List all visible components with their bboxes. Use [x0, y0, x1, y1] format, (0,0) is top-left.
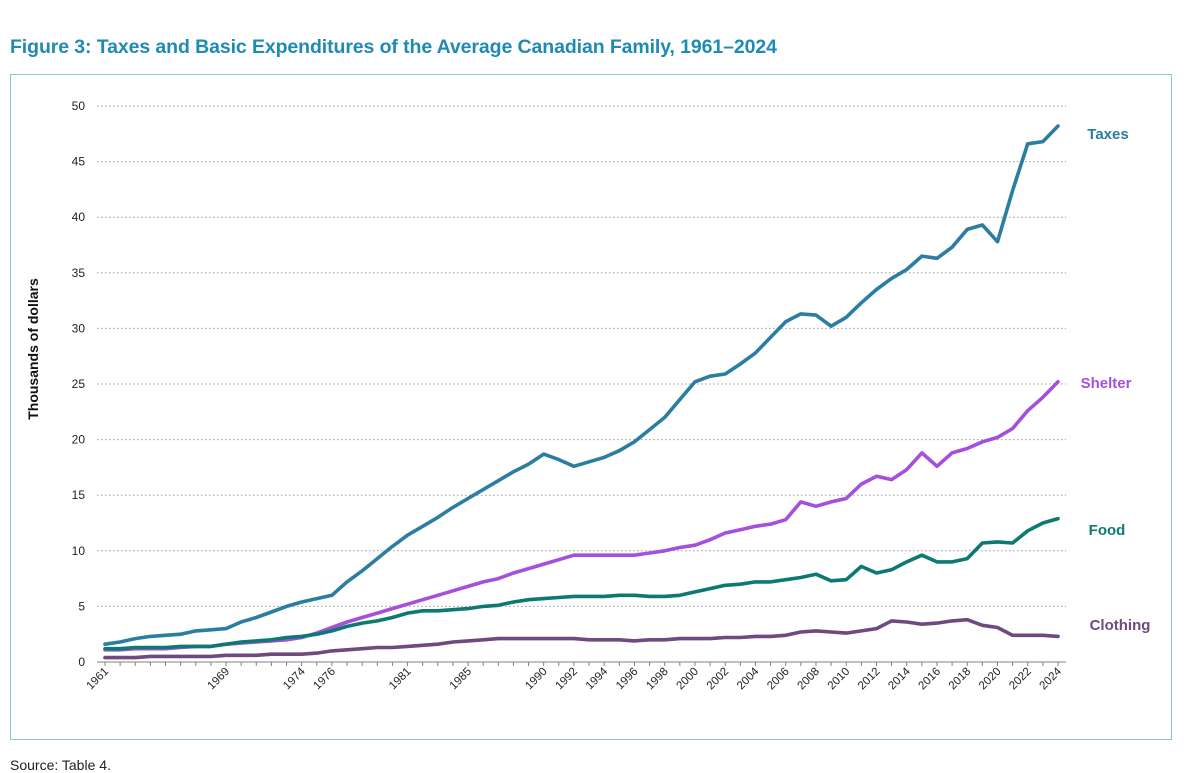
- source-note: Source: Table 4.: [10, 757, 111, 773]
- series-label-food: Food: [1089, 522, 1126, 539]
- chart-frame: [10, 74, 1172, 740]
- figure-title: Figure 3: Taxes and Basic Expenditures o…: [10, 36, 777, 58]
- y-tick-label: 45: [72, 155, 86, 169]
- series-line-food: [103, 516, 1060, 651]
- y-tick-label: 40: [72, 210, 86, 224]
- x-tick-label: 1981: [387, 666, 414, 693]
- y-tick-label: 20: [72, 433, 86, 447]
- x-tick-label: 1994: [584, 665, 611, 692]
- x-tick-label: 1969: [206, 666, 233, 693]
- series-label-shelter: Shelter: [1081, 375, 1132, 392]
- y-axis-label: Thousands of dollars: [25, 278, 41, 420]
- y-tick-label: 15: [72, 488, 86, 502]
- x-tick-label: 2010: [826, 666, 853, 693]
- series-line-shelter: [103, 379, 1060, 652]
- x-tick-label: 2008: [796, 666, 823, 693]
- x-tick-label: 1990: [523, 666, 550, 693]
- x-tick-label: 2022: [1007, 666, 1034, 693]
- x-tick-label: 1961: [85, 666, 112, 693]
- x-tick-label: 2024: [1038, 665, 1065, 692]
- y-axis-ticks: 0 5 10 15 20 25 30 35 40 45 50: [72, 99, 86, 669]
- y-tick-label: 10: [72, 544, 86, 558]
- series-lines: [103, 124, 1060, 660]
- series-line-taxes: [103, 124, 1060, 647]
- series-labels: Taxes Shelter Food Clothing: [1081, 126, 1151, 634]
- y-tick-label: 25: [72, 377, 86, 391]
- x-tick-label: 2018: [947, 666, 974, 693]
- x-tick-label: 1974: [281, 665, 308, 692]
- gridlines: [97, 105, 1066, 607]
- x-tick-label: 2016: [917, 666, 944, 693]
- series-line-clothing: [103, 617, 1060, 660]
- x-tick-label: 1998: [644, 666, 671, 693]
- series-label-taxes: Taxes: [1087, 126, 1128, 143]
- x-tick-label: 2012: [856, 666, 883, 693]
- y-tick-label: 50: [72, 99, 86, 113]
- x-axis: 1961 1969 1974 1976 1981 1985 1990 1992 1994 1996…: [85, 661, 1066, 693]
- x-tick-label: 1985: [448, 666, 475, 693]
- series-label-clothing: Clothing: [1090, 617, 1151, 634]
- y-tick-label: 5: [78, 599, 85, 613]
- y-tick-label: 30: [72, 321, 86, 335]
- x-tick-label: 2006: [765, 666, 792, 693]
- x-tick-label: 1976: [311, 666, 338, 693]
- x-tick-label: 2020: [977, 666, 1004, 693]
- x-tick-label: 1992: [553, 666, 580, 693]
- y-tick-label: 0: [78, 655, 85, 669]
- y-tick-label: 35: [72, 266, 86, 280]
- x-tick-label: 2014: [886, 665, 913, 692]
- x-tick-label: 2000: [674, 666, 701, 693]
- x-tick-label: 2002: [705, 666, 732, 693]
- x-tick-label: 1996: [614, 666, 641, 693]
- x-tick-label: 2004: [735, 665, 762, 692]
